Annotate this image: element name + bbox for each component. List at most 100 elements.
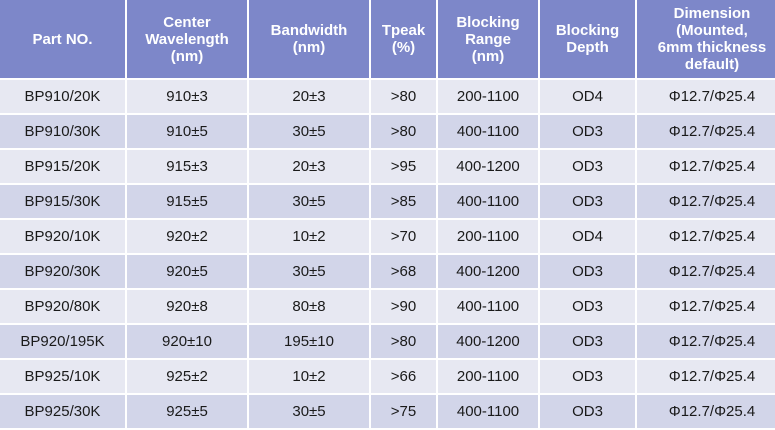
table-cell: BP910/20K <box>0 80 125 113</box>
table-cell: 200-1100 <box>438 220 538 253</box>
table-cell: 400-1100 <box>438 395 538 428</box>
table-row: BP910/30K 910±5 30±5 >80 400-1100 OD3 Φ12.7/Φ2… <box>0 115 775 148</box>
header-cell: Dimension (Mounted, 6mm thickness default) <box>637 0 775 78</box>
header-text: Part NO. <box>32 30 93 48</box>
table-cell: Φ12.7/Φ25.4 <box>637 360 775 393</box>
table-cell: 20±3 <box>249 80 369 113</box>
table-cell: OD3 <box>540 255 635 288</box>
table-cell: 920±10 <box>127 325 247 358</box>
table-cell: 400-1100 <box>438 290 538 323</box>
table-row: BP915/20K 915±3 20±3 >95 400-1200 OD3 Φ12.7/Φ2… <box>0 150 775 183</box>
header-text: (nm) <box>471 47 505 65</box>
table-cell: 920±8 <box>127 290 247 323</box>
table-cell: BP915/20K <box>0 150 125 183</box>
table-cell: 400-1100 <box>438 115 538 148</box>
header-text: Tpeak <box>381 22 426 39</box>
table-cell: >80 <box>371 325 436 358</box>
table-body: BP910/20K 910±3 20±3 >80 200-1100 OD4 Φ12.7/Φ2… <box>0 80 775 428</box>
table-cell: Φ12.7/Φ25.4 <box>637 255 775 288</box>
table-row: BP920/10K 920±2 10±2 >70 200-1100 OD4 Φ12.7/Φ2… <box>0 220 775 253</box>
table-cell: Φ12.7/Φ25.4 <box>637 220 775 253</box>
table-cell: 200-1100 <box>438 360 538 393</box>
table-row: BP915/30K 915±5 30±5 >85 400-1100 OD3 Φ12.7/Φ2… <box>0 185 775 218</box>
table-row: BP920/195K 920±10 195±10 >80 400-1200 OD3 Φ12.… <box>0 325 775 358</box>
table-cell: Φ12.7/Φ25.4 <box>637 80 775 113</box>
table-row: BP910/20K 910±3 20±3 >80 200-1100 OD4 Φ12.7/Φ2… <box>0 80 775 113</box>
table-cell: BP925/10K <box>0 360 125 393</box>
table-cell: BP915/30K <box>0 185 125 218</box>
table-cell: Φ12.7/Φ25.4 <box>637 325 775 358</box>
table-cell: BP920/10K <box>0 220 125 253</box>
table-cell: 400-1200 <box>438 150 538 183</box>
table-cell: 925±5 <box>127 395 247 428</box>
header-text: (nm) <box>292 39 326 56</box>
table-cell: 10±2 <box>249 220 369 253</box>
table-cell: 400-1200 <box>438 255 538 288</box>
header-row: Part NO. Center Wavelength (nm) Bandwidth (nm… <box>0 0 775 78</box>
table-cell: Φ12.7/Φ25.4 <box>637 290 775 323</box>
table-cell: 400-1200 <box>438 325 538 358</box>
table-cell: Φ12.7/Φ25.4 <box>637 395 775 428</box>
table-cell: 200-1100 <box>438 80 538 113</box>
table-cell: 30±5 <box>249 395 369 428</box>
table-cell: 915±3 <box>127 150 247 183</box>
header-text: Bandwidth <box>270 22 348 39</box>
table-cell: 925±2 <box>127 360 247 393</box>
table-cell: OD4 <box>540 220 635 253</box>
table-cell: BP920/195K <box>0 325 125 358</box>
table-cell: 400-1100 <box>438 185 538 218</box>
table-cell: OD3 <box>540 150 635 183</box>
header-text: Depth <box>566 39 609 56</box>
table-cell: BP925/30K <box>0 395 125 428</box>
table-cell: OD3 <box>540 360 635 393</box>
table-cell: 910±5 <box>127 115 247 148</box>
table-row: BP920/80K 920±8 80±8 >90 400-1100 OD3 Φ12.7/Φ2… <box>0 290 775 323</box>
table-cell: 915±5 <box>127 185 247 218</box>
header-text: Dimension <box>673 5 751 22</box>
header-text: (nm) <box>170 47 204 65</box>
table-cell: >66 <box>371 360 436 393</box>
table-row: BP920/30K 920±5 30±5 >68 400-1200 OD3 Φ12.7/Φ2… <box>0 255 775 288</box>
table-cell: BP910/30K <box>0 115 125 148</box>
table-row: BP925/10K 925±2 10±2 >66 200-1100 OD3 Φ12.7/Φ2… <box>0 360 775 393</box>
table-cell: 30±5 <box>249 185 369 218</box>
header-text: Blocking <box>555 22 620 39</box>
header-text: (Mounted, <box>676 22 748 39</box>
table-cell: 910±3 <box>127 80 247 113</box>
table-cell: >95 <box>371 150 436 183</box>
table-cell: 30±5 <box>249 115 369 148</box>
table-cell: >85 <box>371 185 436 218</box>
table-cell: OD3 <box>540 185 635 218</box>
table-cell: >70 <box>371 220 436 253</box>
header-cell: Part NO. <box>0 0 125 78</box>
table-cell: >80 <box>371 115 436 148</box>
table-cell: OD3 <box>540 395 635 428</box>
header-text: (%) <box>391 39 416 56</box>
table-cell: OD4 <box>540 80 635 113</box>
table-cell: 30±5 <box>249 255 369 288</box>
table-cell: 920±2 <box>127 220 247 253</box>
table-cell: OD3 <box>540 290 635 323</box>
header-cell: Tpeak (%) <box>371 0 436 78</box>
table-cell: BP920/30K <box>0 255 125 288</box>
table-cell: 920±5 <box>127 255 247 288</box>
header-cell: Blocking Range (nm) <box>438 0 538 78</box>
table-cell: >80 <box>371 80 436 113</box>
table-cell: 10±2 <box>249 360 369 393</box>
header-text: Center <box>163 13 211 31</box>
header-cell: Center Wavelength (nm) <box>127 0 247 78</box>
table-cell: 195±10 <box>249 325 369 358</box>
table-cell: Φ12.7/Φ25.4 <box>637 115 775 148</box>
header-text: Range <box>465 30 511 48</box>
table-cell: BP920/80K <box>0 290 125 323</box>
table-cell: 80±8 <box>249 290 369 323</box>
table-cell: OD3 <box>540 115 635 148</box>
header-text: Blocking <box>456 13 520 31</box>
table-cell: >90 <box>371 290 436 323</box>
table-row: BP925/30K 925±5 30±5 >75 400-1100 OD3 Φ12.7/Φ2… <box>0 395 775 428</box>
header-text: 6mm thickness <box>657 39 767 56</box>
header-text: Wavelength <box>145 30 229 48</box>
table-cell: Φ12.7/Φ25.4 <box>637 150 775 183</box>
header-cell: Blocking Depth <box>540 0 635 78</box>
table-cell: OD3 <box>540 325 635 358</box>
